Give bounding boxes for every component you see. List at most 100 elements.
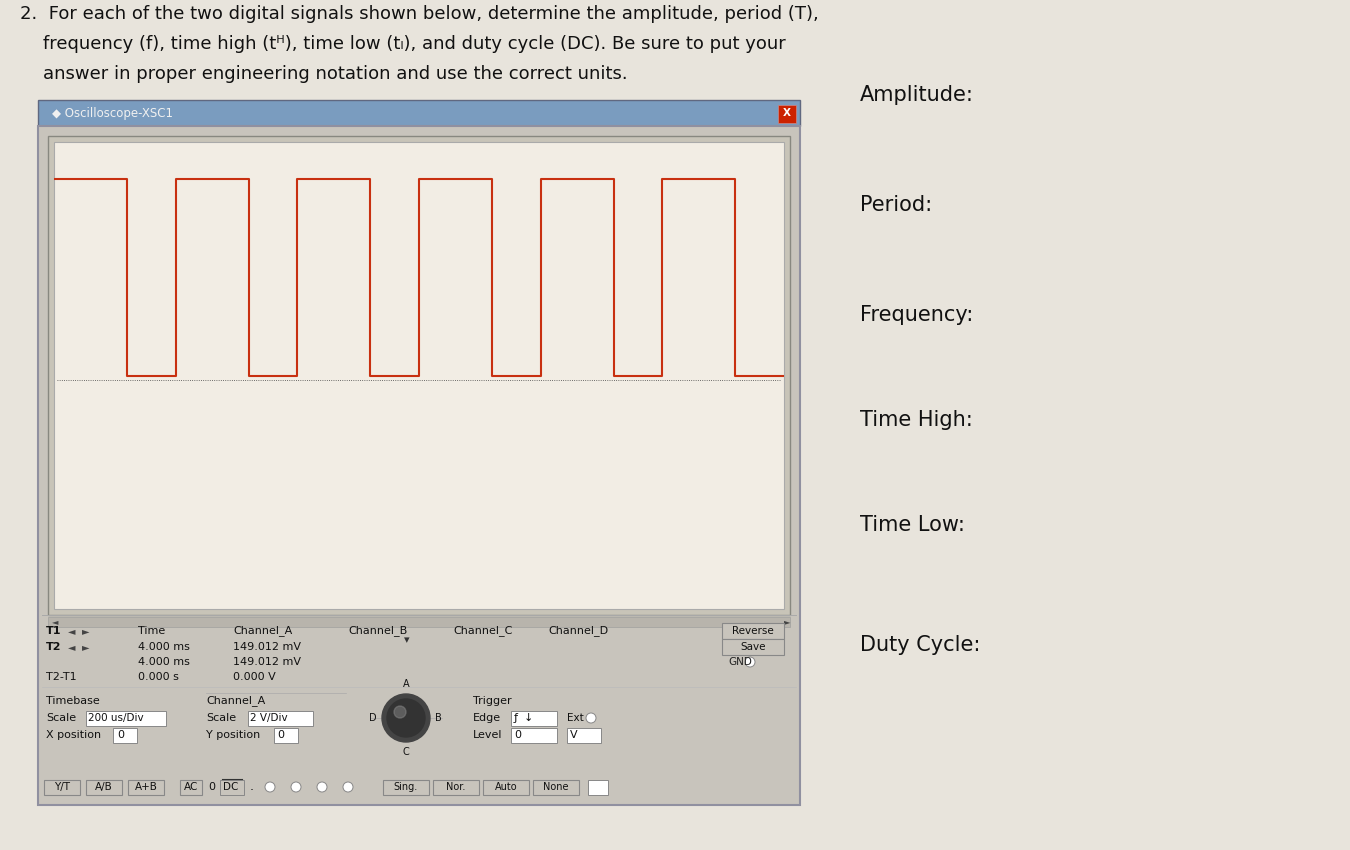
Text: Time Low:: Time Low:	[860, 515, 965, 535]
Circle shape	[265, 782, 275, 792]
Text: Time: Time	[138, 626, 165, 636]
Bar	[433, 779, 479, 795]
Text: Auto: Auto	[494, 782, 517, 792]
Text: ►: ►	[82, 642, 89, 652]
Circle shape	[317, 782, 327, 792]
Text: Duty Cycle:: Duty Cycle:	[860, 635, 980, 655]
Bar	[220, 779, 244, 795]
Text: X position: X position	[46, 730, 101, 740]
Text: ►: ►	[784, 617, 791, 626]
Text: 2 V/Div: 2 V/Div	[250, 713, 288, 723]
Text: Save: Save	[740, 642, 765, 652]
Bar	[180, 779, 202, 795]
Text: A+B: A+B	[135, 782, 158, 792]
Bar	[49, 617, 790, 627]
Text: Channel_A: Channel_A	[234, 626, 292, 637]
Text: 4.000 ms: 4.000 ms	[138, 657, 190, 667]
Text: 0: 0	[208, 782, 215, 792]
Bar	[533, 779, 579, 795]
Bar	[383, 779, 429, 795]
Bar	[45, 779, 80, 795]
Text: Time High:: Time High:	[860, 410, 973, 430]
Circle shape	[387, 699, 425, 737]
Circle shape	[382, 694, 431, 742]
Text: Ext: Ext	[567, 713, 583, 723]
Text: 2.  For each of the two digital signals shown below, determine the amplitude, pe: 2. For each of the two digital signals s…	[20, 5, 818, 23]
Text: Trigger: Trigger	[472, 696, 512, 706]
Bar	[589, 779, 608, 795]
Bar	[248, 711, 313, 726]
Text: AC: AC	[184, 782, 198, 792]
Text: B: B	[435, 713, 441, 723]
Text: Scale: Scale	[46, 713, 76, 723]
Bar	[512, 711, 558, 726]
Text: Y position: Y position	[207, 730, 261, 740]
Bar	[512, 728, 558, 743]
Text: Edge: Edge	[472, 713, 501, 723]
Text: ◄: ◄	[53, 617, 58, 626]
Text: X: X	[783, 108, 791, 118]
Bar	[38, 126, 801, 805]
Text: 0: 0	[514, 730, 521, 740]
Text: 0: 0	[117, 730, 124, 740]
Text: Period:: Period:	[860, 195, 932, 215]
Text: T2: T2	[46, 642, 62, 652]
Bar	[86, 711, 166, 726]
Bar	[113, 728, 136, 743]
Text: 0.000 s: 0.000 s	[138, 672, 178, 682]
Text: ◄: ◄	[68, 642, 76, 652]
Text: Nor.: Nor.	[447, 782, 466, 792]
Text: frequency (f), time high (tᴴ), time low (tₗ), and duty cycle (DC). Be sure to pu: frequency (f), time high (tᴴ), time low …	[20, 35, 786, 53]
Text: T1: T1	[46, 626, 62, 636]
Text: 149.012 mV: 149.012 mV	[234, 657, 301, 667]
Text: None: None	[543, 782, 568, 792]
Text: V: V	[570, 730, 578, 740]
Text: GND: GND	[728, 657, 752, 667]
Text: ►: ►	[82, 626, 89, 636]
Circle shape	[292, 782, 301, 792]
Text: DC: DC	[223, 782, 239, 792]
Text: ▾: ▾	[404, 635, 410, 645]
Bar	[49, 136, 790, 615]
Text: D: D	[370, 713, 377, 723]
Text: Timebase: Timebase	[46, 696, 100, 706]
Circle shape	[394, 706, 406, 718]
Text: Channel_D: Channel_D	[548, 626, 608, 637]
Circle shape	[586, 713, 595, 723]
Text: Channel_A: Channel_A	[207, 695, 265, 706]
Text: Frequency:: Frequency:	[860, 305, 973, 325]
Text: T2-T1: T2-T1	[46, 672, 77, 682]
Text: 4.000 ms: 4.000 ms	[138, 642, 190, 652]
Text: Amplitude:: Amplitude:	[860, 85, 973, 105]
Text: ◄: ◄	[68, 626, 76, 636]
Bar	[483, 779, 529, 795]
Text: A/B: A/B	[95, 782, 113, 792]
Text: Level: Level	[472, 730, 502, 740]
Bar	[722, 639, 784, 655]
Bar	[274, 728, 298, 743]
Bar	[54, 142, 784, 609]
Bar	[722, 623, 784, 639]
Bar	[128, 779, 163, 795]
Text: Sing.: Sing.	[394, 782, 418, 792]
Circle shape	[745, 657, 755, 667]
Text: answer in proper engineering notation and use the correct units.: answer in proper engineering notation an…	[20, 65, 628, 83]
Bar	[38, 100, 801, 126]
Bar	[86, 779, 122, 795]
Circle shape	[343, 782, 352, 792]
Text: .: .	[250, 780, 254, 794]
Text: Channel_C: Channel_C	[454, 626, 513, 637]
Text: 0: 0	[277, 730, 284, 740]
Text: 149.012 mV: 149.012 mV	[234, 642, 301, 652]
Bar	[778, 105, 796, 123]
Text: 0.000 V: 0.000 V	[234, 672, 275, 682]
Bar	[567, 728, 601, 743]
Text: ƒ  ↓: ƒ ↓	[514, 713, 535, 723]
Text: Reverse: Reverse	[732, 626, 774, 636]
Text: C: C	[402, 747, 409, 757]
Text: A: A	[402, 679, 409, 689]
Text: 200 us/Div: 200 us/Div	[88, 713, 143, 723]
Text: Y/T: Y/T	[54, 782, 70, 792]
Text: ◆ Oscilloscope-XSC1: ◆ Oscilloscope-XSC1	[53, 106, 173, 120]
Text: Scale: Scale	[207, 713, 236, 723]
